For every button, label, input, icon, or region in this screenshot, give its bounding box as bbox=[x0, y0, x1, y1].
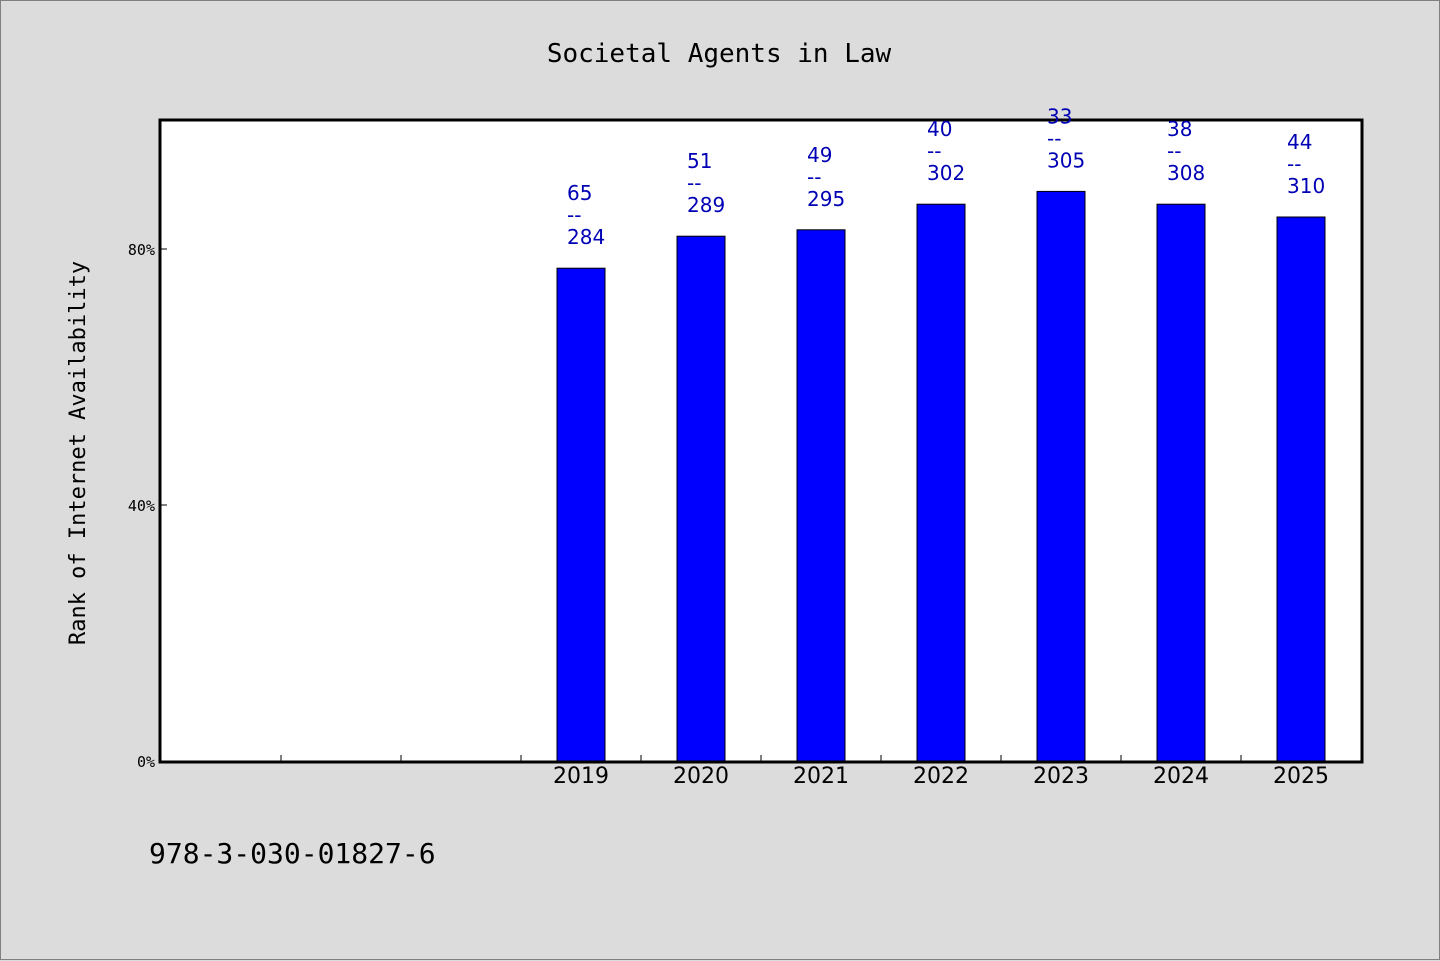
bar-label-rank: 38 bbox=[1167, 117, 1192, 141]
bar bbox=[1036, 190, 1086, 762]
x-tick-label: 2022 bbox=[913, 764, 969, 789]
bar-label-total: 289 bbox=[687, 193, 725, 217]
x-tick-label: 2023 bbox=[1033, 764, 1089, 789]
x-tick-label: 2020 bbox=[673, 764, 729, 789]
y-tick-label: 0% bbox=[137, 753, 155, 771]
bar-label-total: 284 bbox=[567, 225, 605, 249]
bar-label-rank: 40 bbox=[927, 117, 952, 141]
x-tick-label: 2019 bbox=[553, 764, 609, 789]
x-tick-label: 2025 bbox=[1273, 764, 1329, 789]
bar-label-total: 308 bbox=[1167, 161, 1205, 185]
bar-label-separator: -- bbox=[1047, 126, 1061, 150]
bar-label-total: 310 bbox=[1287, 174, 1325, 198]
bar-label-rank: 33 bbox=[1047, 104, 1072, 128]
bar-label-rank: 65 bbox=[567, 181, 592, 205]
bar bbox=[556, 267, 606, 762]
bar bbox=[1156, 203, 1206, 762]
y-tick-label: 40% bbox=[128, 497, 155, 515]
chart-title: Societal Agents in Law bbox=[547, 39, 892, 69]
x-ticks-group: 2019 2020 2021 2022 2023 2024 2025 bbox=[280, 755, 1329, 789]
bar bbox=[796, 229, 846, 762]
x-tick-label: 2021 bbox=[793, 764, 849, 789]
bar-label-rank: 49 bbox=[807, 143, 832, 167]
bar-label-rank: 44 bbox=[1287, 130, 1312, 154]
bar-label-separator: -- bbox=[927, 139, 941, 163]
bar-label-separator: -- bbox=[807, 165, 821, 189]
x-tick-label: 2024 bbox=[1153, 764, 1209, 789]
bar bbox=[1276, 216, 1326, 762]
bar-label-separator: -- bbox=[1287, 152, 1301, 176]
bar bbox=[676, 235, 726, 762]
bar-label-separator: -- bbox=[1167, 139, 1181, 163]
bar-label-total: 305 bbox=[1047, 148, 1085, 172]
y-axis-label: Rank of Internet Availability bbox=[66, 261, 91, 645]
y-ticks-group: 0% 40% 80% bbox=[128, 241, 167, 771]
bar-label-separator: -- bbox=[687, 171, 701, 195]
data-labels-group: 65--28451--28949--29540--30233--30538--3… bbox=[567, 104, 1325, 249]
y-tick-label: 80% bbox=[128, 241, 155, 259]
bars-group bbox=[556, 190, 1326, 762]
bar-label-total: 302 bbox=[927, 161, 965, 185]
bar-label-total: 295 bbox=[807, 187, 845, 211]
bar-label-rank: 51 bbox=[687, 149, 712, 173]
bar-label-separator: -- bbox=[567, 203, 581, 227]
footer-isbn: 978-3-030-01827-6 bbox=[149, 837, 436, 870]
bar bbox=[916, 203, 966, 762]
